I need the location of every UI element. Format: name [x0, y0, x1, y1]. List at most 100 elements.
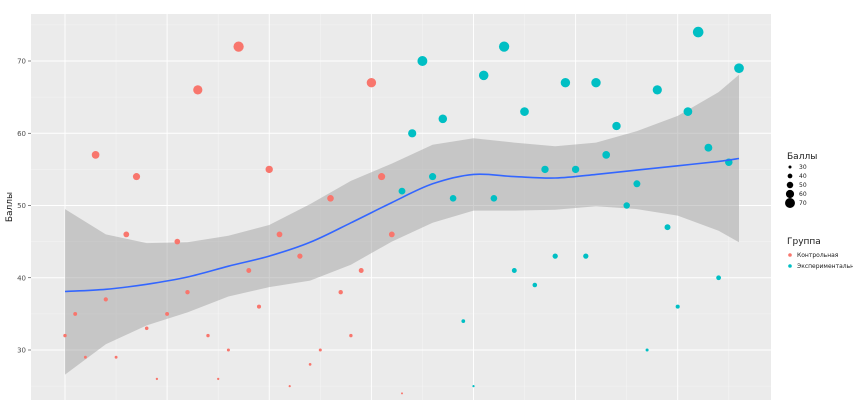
y-tick-label: 30: [17, 347, 26, 355]
data-point: [276, 231, 283, 238]
data-point: [498, 41, 510, 52]
y-tick-label: 50: [17, 202, 26, 210]
data-point: [73, 311, 78, 316]
data-point: [734, 63, 744, 74]
data-point: [623, 202, 630, 209]
data-point: [338, 290, 343, 295]
data-point: [633, 180, 641, 188]
data-point: [438, 114, 448, 124]
smooth-line-layer: [64, 157, 740, 293]
color-legend-label: Экспериментальн: [797, 263, 853, 270]
data-point: [226, 348, 230, 352]
size-legend-label: 30: [799, 164, 807, 171]
data-point: [144, 326, 149, 331]
data-point: [193, 85, 203, 95]
data-point: [174, 238, 181, 245]
data-point: [704, 143, 713, 152]
data-point: [472, 385, 475, 388]
data-point: [366, 78, 377, 88]
size-legend-key: [788, 165, 792, 169]
color-legend-items: Контрольная Экспериментальн: [788, 252, 853, 270]
color-legend-title: Группа: [787, 237, 821, 247]
plot-panel: [31, 14, 771, 400]
data-point: [233, 41, 244, 52]
size-legend-items: 30 40 50 60 70: [785, 164, 807, 208]
points-layer: [63, 26, 744, 395]
data-point: [83, 355, 87, 359]
size-legend-title: Баллы: [787, 152, 817, 162]
data-point: [103, 297, 108, 302]
grid-minor: [31, 14, 771, 400]
data-point: [408, 129, 417, 138]
data-point: [645, 348, 649, 352]
data-point: [490, 194, 498, 202]
data-point: [511, 268, 517, 273]
data-point: [123, 231, 130, 238]
data-point: [652, 85, 662, 95]
data-point: [63, 333, 67, 338]
y-tick-label: 60: [17, 130, 26, 138]
data-point: [541, 165, 549, 174]
y-axis: 30 40 50 60 70: [17, 58, 31, 355]
y-tick-label: 70: [17, 58, 26, 66]
data-point: [571, 165, 580, 174]
data-point: [91, 151, 100, 159]
data-point: [449, 194, 457, 202]
size-legend-label: 40: [799, 173, 807, 180]
data-point: [185, 290, 190, 295]
data-point: [165, 311, 170, 316]
data-point: [297, 253, 303, 259]
data-point: [417, 56, 428, 66]
size-legend-key: [787, 173, 793, 179]
data-point: [308, 363, 312, 366]
data-point: [217, 377, 220, 381]
data-point: [478, 70, 489, 81]
data-point: [612, 121, 621, 131]
data-point: [378, 173, 386, 181]
size-legend-label: 70: [799, 200, 807, 207]
data-point: [327, 194, 334, 202]
data-point: [520, 107, 529, 116]
size-legend-key: [785, 198, 795, 208]
y-tick-label: 40: [17, 274, 26, 282]
data-point: [560, 78, 571, 88]
data-point: [683, 107, 693, 116]
data-point: [114, 355, 118, 359]
color-legend-key: [788, 264, 792, 268]
data-point: [591, 78, 601, 88]
size-legend-label: 60: [799, 191, 807, 198]
size-legend-label: 50: [799, 182, 807, 189]
data-point: [132, 173, 141, 181]
size-legend-key: [785, 189, 795, 199]
data-point: [246, 268, 252, 273]
data-point: [461, 319, 466, 323]
data-point: [206, 333, 210, 338]
data-point: [358, 268, 364, 273]
data-point: [349, 333, 353, 338]
data-point: [602, 151, 611, 159]
color-legend-label: Контрольная: [797, 252, 839, 259]
color-legend-key: [788, 253, 792, 257]
data-point: [398, 187, 406, 195]
smooth-line: [64, 157, 740, 293]
data-point: [155, 377, 159, 381]
data-point: [552, 253, 558, 259]
data-point: [256, 304, 262, 309]
data-point: [429, 173, 437, 181]
data-point: [388, 231, 395, 238]
data-point: [318, 348, 322, 352]
data-point: [675, 304, 680, 309]
confidence-band: [65, 74, 739, 375]
confidence-band-area: [65, 74, 739, 375]
data-point: [692, 26, 704, 38]
data-point: [288, 385, 291, 388]
size-legend-key: [786, 181, 794, 189]
y-axis-title: Баллы: [5, 192, 15, 222]
data-point: [716, 275, 721, 281]
data-point: [401, 392, 403, 395]
data-point: [583, 253, 589, 259]
legend: Баллы 30 40 50 60 70 Группа Контрольная Экспе…: [785, 152, 853, 270]
data-point: [532, 282, 538, 288]
data-point: [265, 165, 273, 174]
